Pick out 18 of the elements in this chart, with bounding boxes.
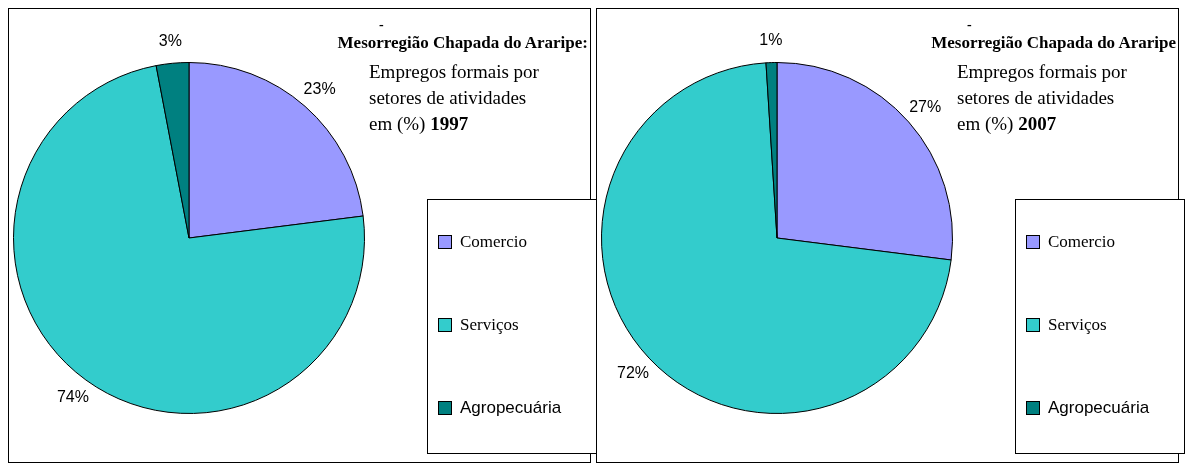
legend-label: Comercio xyxy=(459,231,529,253)
data-label: 72% xyxy=(617,363,650,381)
text: - xyxy=(967,17,972,33)
legend-label: Comercio xyxy=(1047,231,1117,253)
legend-label: Serviços xyxy=(459,314,520,336)
chart-title: Mesorregião Chapada do Araripe xyxy=(931,33,1176,53)
data-label: 74% xyxy=(56,388,89,406)
data-label: 23% xyxy=(303,80,336,98)
text: - xyxy=(379,17,384,33)
chart-title: Mesorregião Chapada do Araripe: xyxy=(337,33,588,53)
text: Empregos formais por setores de atividades em (%) 1997 xyxy=(369,60,540,136)
data-label: 27% xyxy=(909,97,942,115)
legend-label: Agropecuária xyxy=(459,397,563,419)
data-label: 3% xyxy=(158,31,182,49)
data-label: 1% xyxy=(759,31,783,48)
legend-label: Agropecuária xyxy=(1047,397,1151,419)
text: Empregos formais por setores de atividades em (%) 2007 xyxy=(957,60,1128,136)
legend-label: Serviços xyxy=(1047,314,1108,336)
